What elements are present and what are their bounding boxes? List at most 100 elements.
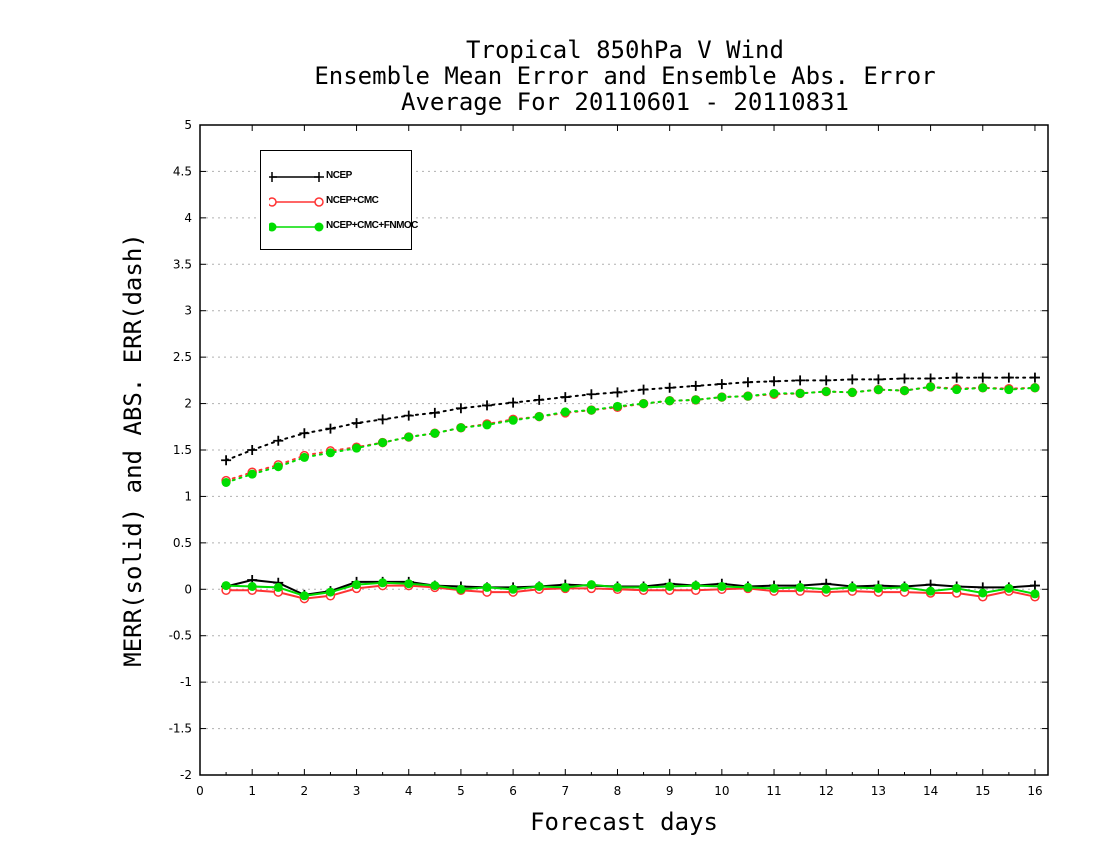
x-tick-label: 1 [248, 784, 256, 798]
data-point-merr-ncep-cmc-fnmoc [482, 582, 492, 592]
x-tick-label: 3 [353, 784, 361, 798]
y-tick-label: 4.5 [173, 164, 192, 178]
data-point-abs-err-ncep [377, 414, 388, 425]
legend-marker-plus-icon [269, 172, 324, 182]
x-tick-label: 4 [405, 784, 413, 798]
data-point-abs-err-ncep [716, 379, 727, 390]
data-point-merr-ncep-cmc-fnmoc [665, 582, 675, 591]
data-point-abs-err-ncep [769, 376, 780, 387]
data-point-abs-err-ncep-cmc-fnmoc [352, 443, 362, 453]
y-tick-label: 2 [184, 397, 192, 411]
y-tick-label: 2.5 [173, 350, 192, 364]
y-tick-label: 1 [184, 489, 192, 503]
legend-label-ncep-cmc: NCEP+CMC [326, 195, 379, 206]
data-point-abs-err-ncep [795, 375, 806, 386]
data-point-abs-err-ncep-cmc-fnmoc [482, 420, 492, 430]
data-point-abs-err-ncep [977, 372, 988, 383]
data-point-merr-ncep-cmc-fnmoc [1004, 583, 1014, 593]
data-point-abs-err-ncep-cmc-fnmoc [899, 386, 909, 396]
data-point-abs-err-ncep-cmc-fnmoc [456, 423, 466, 433]
data-point-abs-err-ncep-cmc-fnmoc [560, 407, 570, 417]
data-point-abs-err-ncep-cmc-fnmoc [273, 462, 283, 472]
data-point-abs-err-ncep-cmc-fnmoc [404, 432, 414, 442]
data-point-abs-err-ncep-cmc-fnmoc [1004, 385, 1014, 395]
plot-frame [199, 124, 1049, 776]
data-point-merr-ncep-cmc-fnmoc [873, 583, 883, 593]
x-tick-label: 2 [301, 784, 309, 798]
data-point-merr-ncep-cmc-fnmoc [378, 578, 388, 588]
data-point-merr-ncep-cmc-fnmoc [926, 586, 936, 596]
y-tick-label: 3 [184, 304, 192, 318]
data-point-abs-err-ncep-cmc-fnmoc [978, 383, 988, 393]
x-tick-label: 8 [614, 784, 622, 798]
data-point-abs-err-ncep-cmc-fnmoc [639, 399, 649, 409]
x-tick-label: 9 [666, 784, 674, 798]
data-point-abs-err-ncep-cmc-fnmoc [665, 396, 675, 406]
data-point-abs-err-ncep-cmc-fnmoc [612, 401, 622, 411]
y-tick-label: -1.5 [169, 722, 192, 736]
y-tick-label: 5 [184, 118, 192, 132]
data-point-abs-err-ncep-cmc-fnmoc [299, 452, 309, 462]
data-point-abs-err-ncep [273, 435, 284, 446]
data-point-merr-ncep-cmc-fnmoc [769, 583, 779, 593]
data-point-merr-ncep-cmc-fnmoc [612, 582, 622, 592]
data-point-abs-err-ncep-cmc-fnmoc [430, 428, 440, 438]
title-line-2: Ensemble Mean Error and Ensemble Abs. Er… [314, 62, 936, 90]
x-tick-label: 16 [1027, 784, 1042, 798]
data-point-abs-err-ncep [534, 394, 545, 405]
data-point-abs-err-ncep [1003, 372, 1014, 383]
data-point-abs-err-ncep [612, 387, 623, 398]
x-tick-label: 7 [561, 784, 569, 798]
data-point-merr-ncep-cmc-fnmoc [352, 580, 362, 590]
data-point-merr-ncep-cmc-fnmoc [639, 582, 649, 592]
data-point-abs-err-ncep-cmc-fnmoc [952, 385, 962, 395]
legend-item-ncep-cmc-fnmoc: NCEP+CMC+FNMOC [261, 217, 418, 237]
data-point-abs-err-ncep [299, 428, 310, 439]
series-line-abs-err-ncep-cmc-fnmoc [225, 385, 1036, 484]
data-point-abs-err-ncep [638, 384, 649, 395]
data-point-abs-err-ncep-cmc-fnmoc [926, 382, 936, 392]
y-tick-label: -2 [180, 768, 192, 782]
data-point-merr-ncep-cmc-fnmoc [221, 581, 231, 591]
data-point-merr-ncep-cmc-fnmoc [899, 582, 909, 592]
data-point-abs-err-ncep [1029, 372, 1040, 383]
data-point-abs-err-ncep-cmc-fnmoc [325, 448, 335, 458]
data-point-abs-err-ncep [351, 418, 362, 429]
data-point-merr-ncep [1029, 580, 1040, 591]
data-point-abs-err-ncep-cmc-fnmoc [508, 415, 518, 425]
data-point-abs-err-ncep [690, 380, 701, 391]
x-tick-label: 10 [714, 784, 729, 798]
data-point-abs-err-ncep-cmc-fnmoc [795, 388, 805, 398]
data-point-abs-err-ncep-cmc-fnmoc [586, 405, 596, 415]
x-tick-label: 0 [196, 784, 204, 798]
data-point-abs-err-ncep-cmc-fnmoc [534, 412, 544, 422]
title-line-1: Tropical 850hPa V Wind [466, 36, 784, 64]
x-tick-label: 15 [975, 784, 990, 798]
data-point-merr-ncep-cmc-fnmoc [847, 582, 857, 592]
title-line-3: Average For 20110601 - 20110831 [401, 88, 849, 116]
data-point-abs-err-ncep-cmc-fnmoc [847, 387, 857, 397]
legend-label-ncep: NCEP [326, 170, 352, 181]
data-point-merr-ncep-cmc-fnmoc [691, 581, 701, 591]
data-point-merr-ncep-cmc-fnmoc [456, 584, 466, 594]
legend-marker-filled-circle-icon [269, 222, 324, 232]
data-point-abs-err-ncep-cmc-fnmoc [378, 438, 388, 448]
y-tick-label: 0.5 [173, 536, 192, 550]
data-point-abs-err-ncep [221, 455, 232, 466]
series-line-abs-err-ncep-cmc [225, 385, 1036, 482]
data-point-merr-ncep-cmc-fnmoc [325, 587, 335, 597]
data-point-abs-err-ncep [873, 374, 884, 385]
data-point-abs-err-ncep [742, 377, 753, 388]
data-point-merr-ncep-cmc-fnmoc [952, 583, 962, 593]
x-tick-label: 11 [766, 784, 781, 798]
data-point-abs-err-ncep [455, 403, 466, 414]
data-point-abs-err-ncep [925, 373, 936, 384]
x-tick-label: 13 [871, 784, 886, 798]
data-point-merr-ncep-cmc-fnmoc [430, 581, 440, 591]
y-tick-label: 3.5 [173, 257, 192, 271]
data-point-abs-err-ncep-cmc-fnmoc [769, 388, 779, 398]
data-point-merr-ncep-cmc-fnmoc [404, 579, 414, 589]
y-tick-label: -0.5 [169, 629, 192, 643]
data-point-merr-ncep-cmc-fnmoc [795, 582, 805, 592]
data-point-abs-err-ncep [247, 445, 258, 455]
